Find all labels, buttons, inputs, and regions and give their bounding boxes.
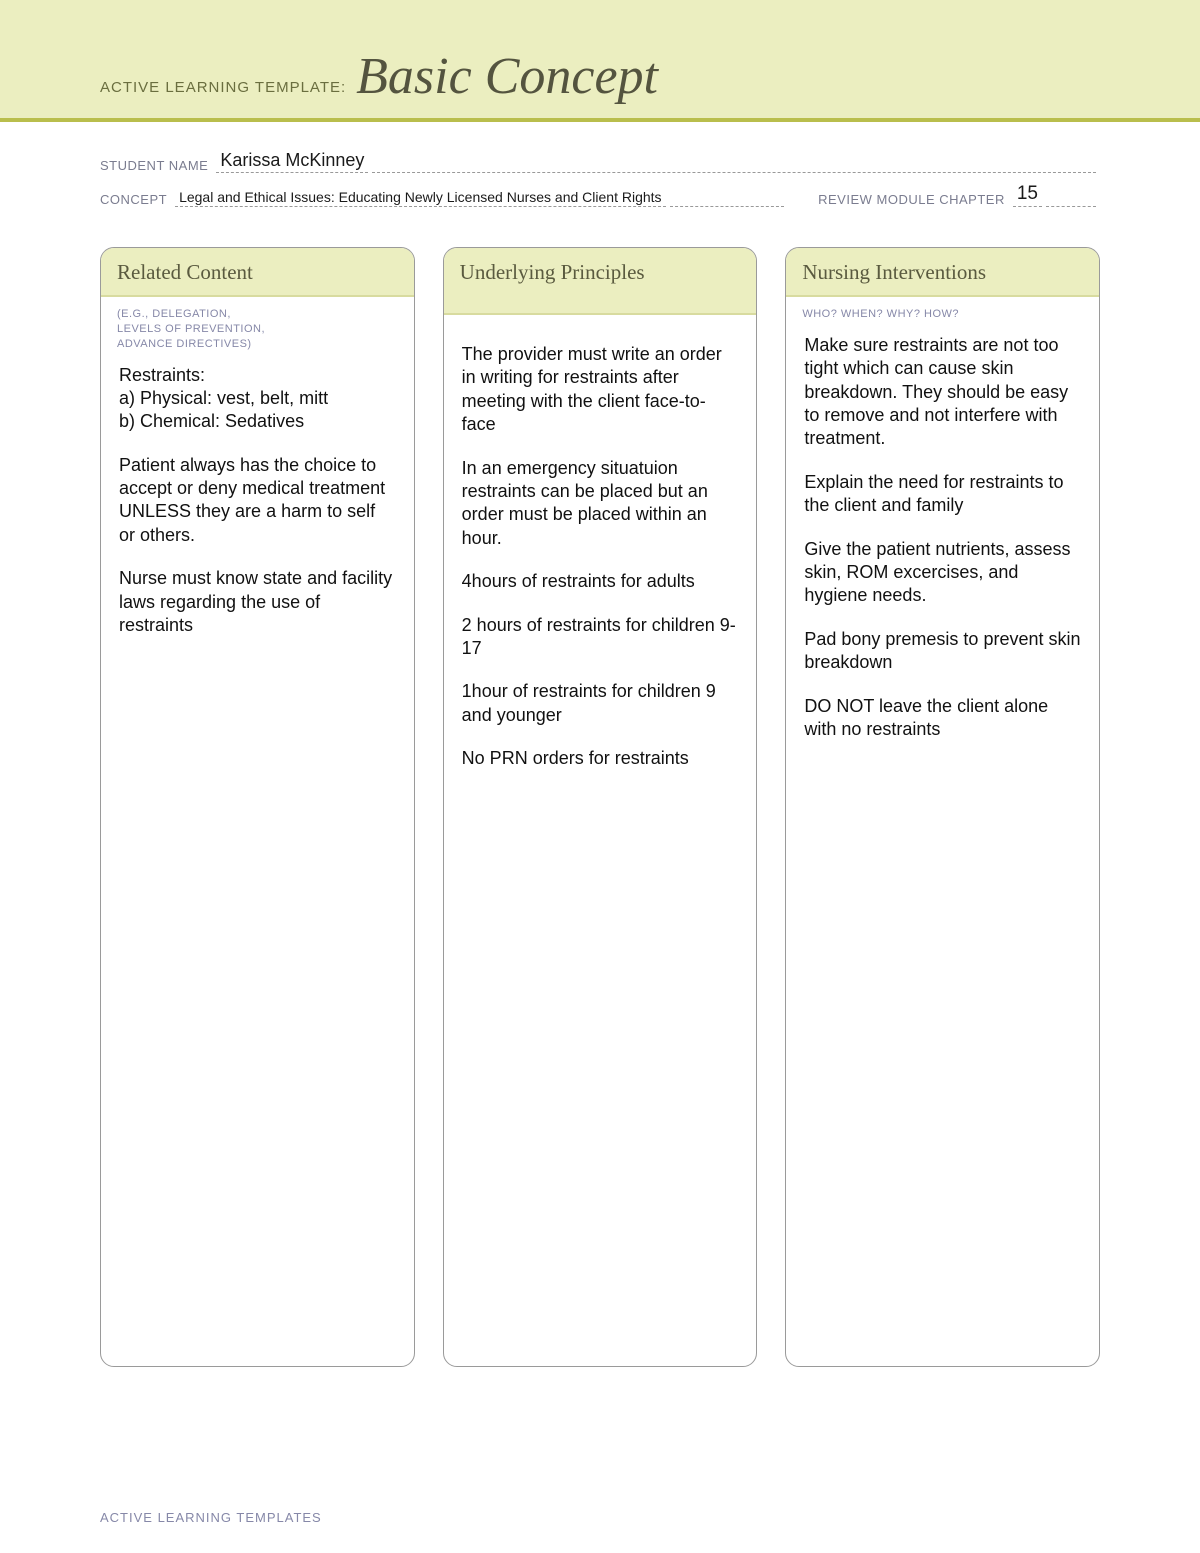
content-paragraph: No PRN orders for restraints — [462, 747, 739, 770]
card-header: Nursing Interventions — [786, 248, 1099, 297]
card-subtitle: WHO? WHEN? WHY? HOW? — [786, 297, 1099, 326]
underline — [670, 191, 785, 207]
card-body: Make sure restraints are not too tight w… — [786, 326, 1099, 769]
card-header: Related Content — [101, 248, 414, 297]
content-paragraph: DO NOT leave the client alone with no re… — [804, 695, 1081, 742]
card-header: Underlying Principles — [444, 248, 757, 315]
content-paragraph: Patient always has the choice to accept … — [119, 454, 396, 548]
footer-text: ACTIVE LEARNING TEMPLATES — [100, 1510, 322, 1525]
content-paragraph: 4hours of restraints for adults — [462, 570, 739, 593]
underline — [1046, 191, 1096, 207]
card-title: Nursing Interventions — [802, 260, 1083, 285]
content-paragraph: 2 hours of restraints for children 9-17 — [462, 614, 739, 661]
content-paragraph: In an emergency situatuion restraints ca… — [462, 457, 739, 551]
concept-value: Legal and Ethical Issues: Educating Newl… — [175, 189, 666, 207]
meta-section: STUDENT NAME Karissa McKinney CONCEPT Le… — [0, 122, 1200, 217]
content-paragraph: Pad bony premesis to prevent skin breakd… — [804, 628, 1081, 675]
template-title: Basic Concept — [356, 47, 658, 106]
chapter-value: 15 — [1013, 183, 1042, 207]
card-subtitle: (E.G., DELEGATION, LEVELS OF PREVENTION,… — [101, 297, 414, 356]
content-paragraph: Give the patient nutrients, assess skin,… — [804, 538, 1081, 608]
header-banner: ACTIVE LEARNING TEMPLATE: Basic Concept — [0, 0, 1200, 122]
card-nursing-interventions: Nursing Interventions WHO? WHEN? WHY? HO… — [785, 247, 1100, 1367]
student-name-label: STUDENT NAME — [100, 158, 208, 173]
content-paragraph: Nurse must know state and facility laws … — [119, 567, 396, 637]
card-body: Restraints: a) Physical: vest, belt, mit… — [101, 356, 414, 666]
card-title: Related Content — [117, 260, 398, 285]
content-paragraph: 1hour of restraints for children 9 and y… — [462, 680, 739, 727]
card-related-content: Related Content (E.G., DELEGATION, LEVEL… — [100, 247, 415, 1367]
content-paragraph: Restraints: a) Physical: vest, belt, mit… — [119, 364, 396, 434]
content-paragraph: Explain the need for restraints to the c… — [804, 471, 1081, 518]
content-paragraph: Make sure restraints are not too tight w… — [804, 334, 1081, 451]
concept-label: CONCEPT — [100, 192, 167, 207]
card-underlying-principles: Underlying Principles The provider must … — [443, 247, 758, 1367]
underline — [372, 157, 1096, 173]
content-paragraph: The provider must write an order in writ… — [462, 343, 739, 437]
card-body: The provider must write an order in writ… — [444, 315, 757, 798]
card-title: Underlying Principles — [460, 260, 741, 285]
student-name-value: Karissa McKinney — [216, 150, 368, 173]
template-label: ACTIVE LEARNING TEMPLATE: — [100, 79, 346, 96]
columns-container: Related Content (E.G., DELEGATION, LEVEL… — [0, 217, 1200, 1367]
chapter-label: REVIEW MODULE CHAPTER — [818, 192, 1005, 207]
